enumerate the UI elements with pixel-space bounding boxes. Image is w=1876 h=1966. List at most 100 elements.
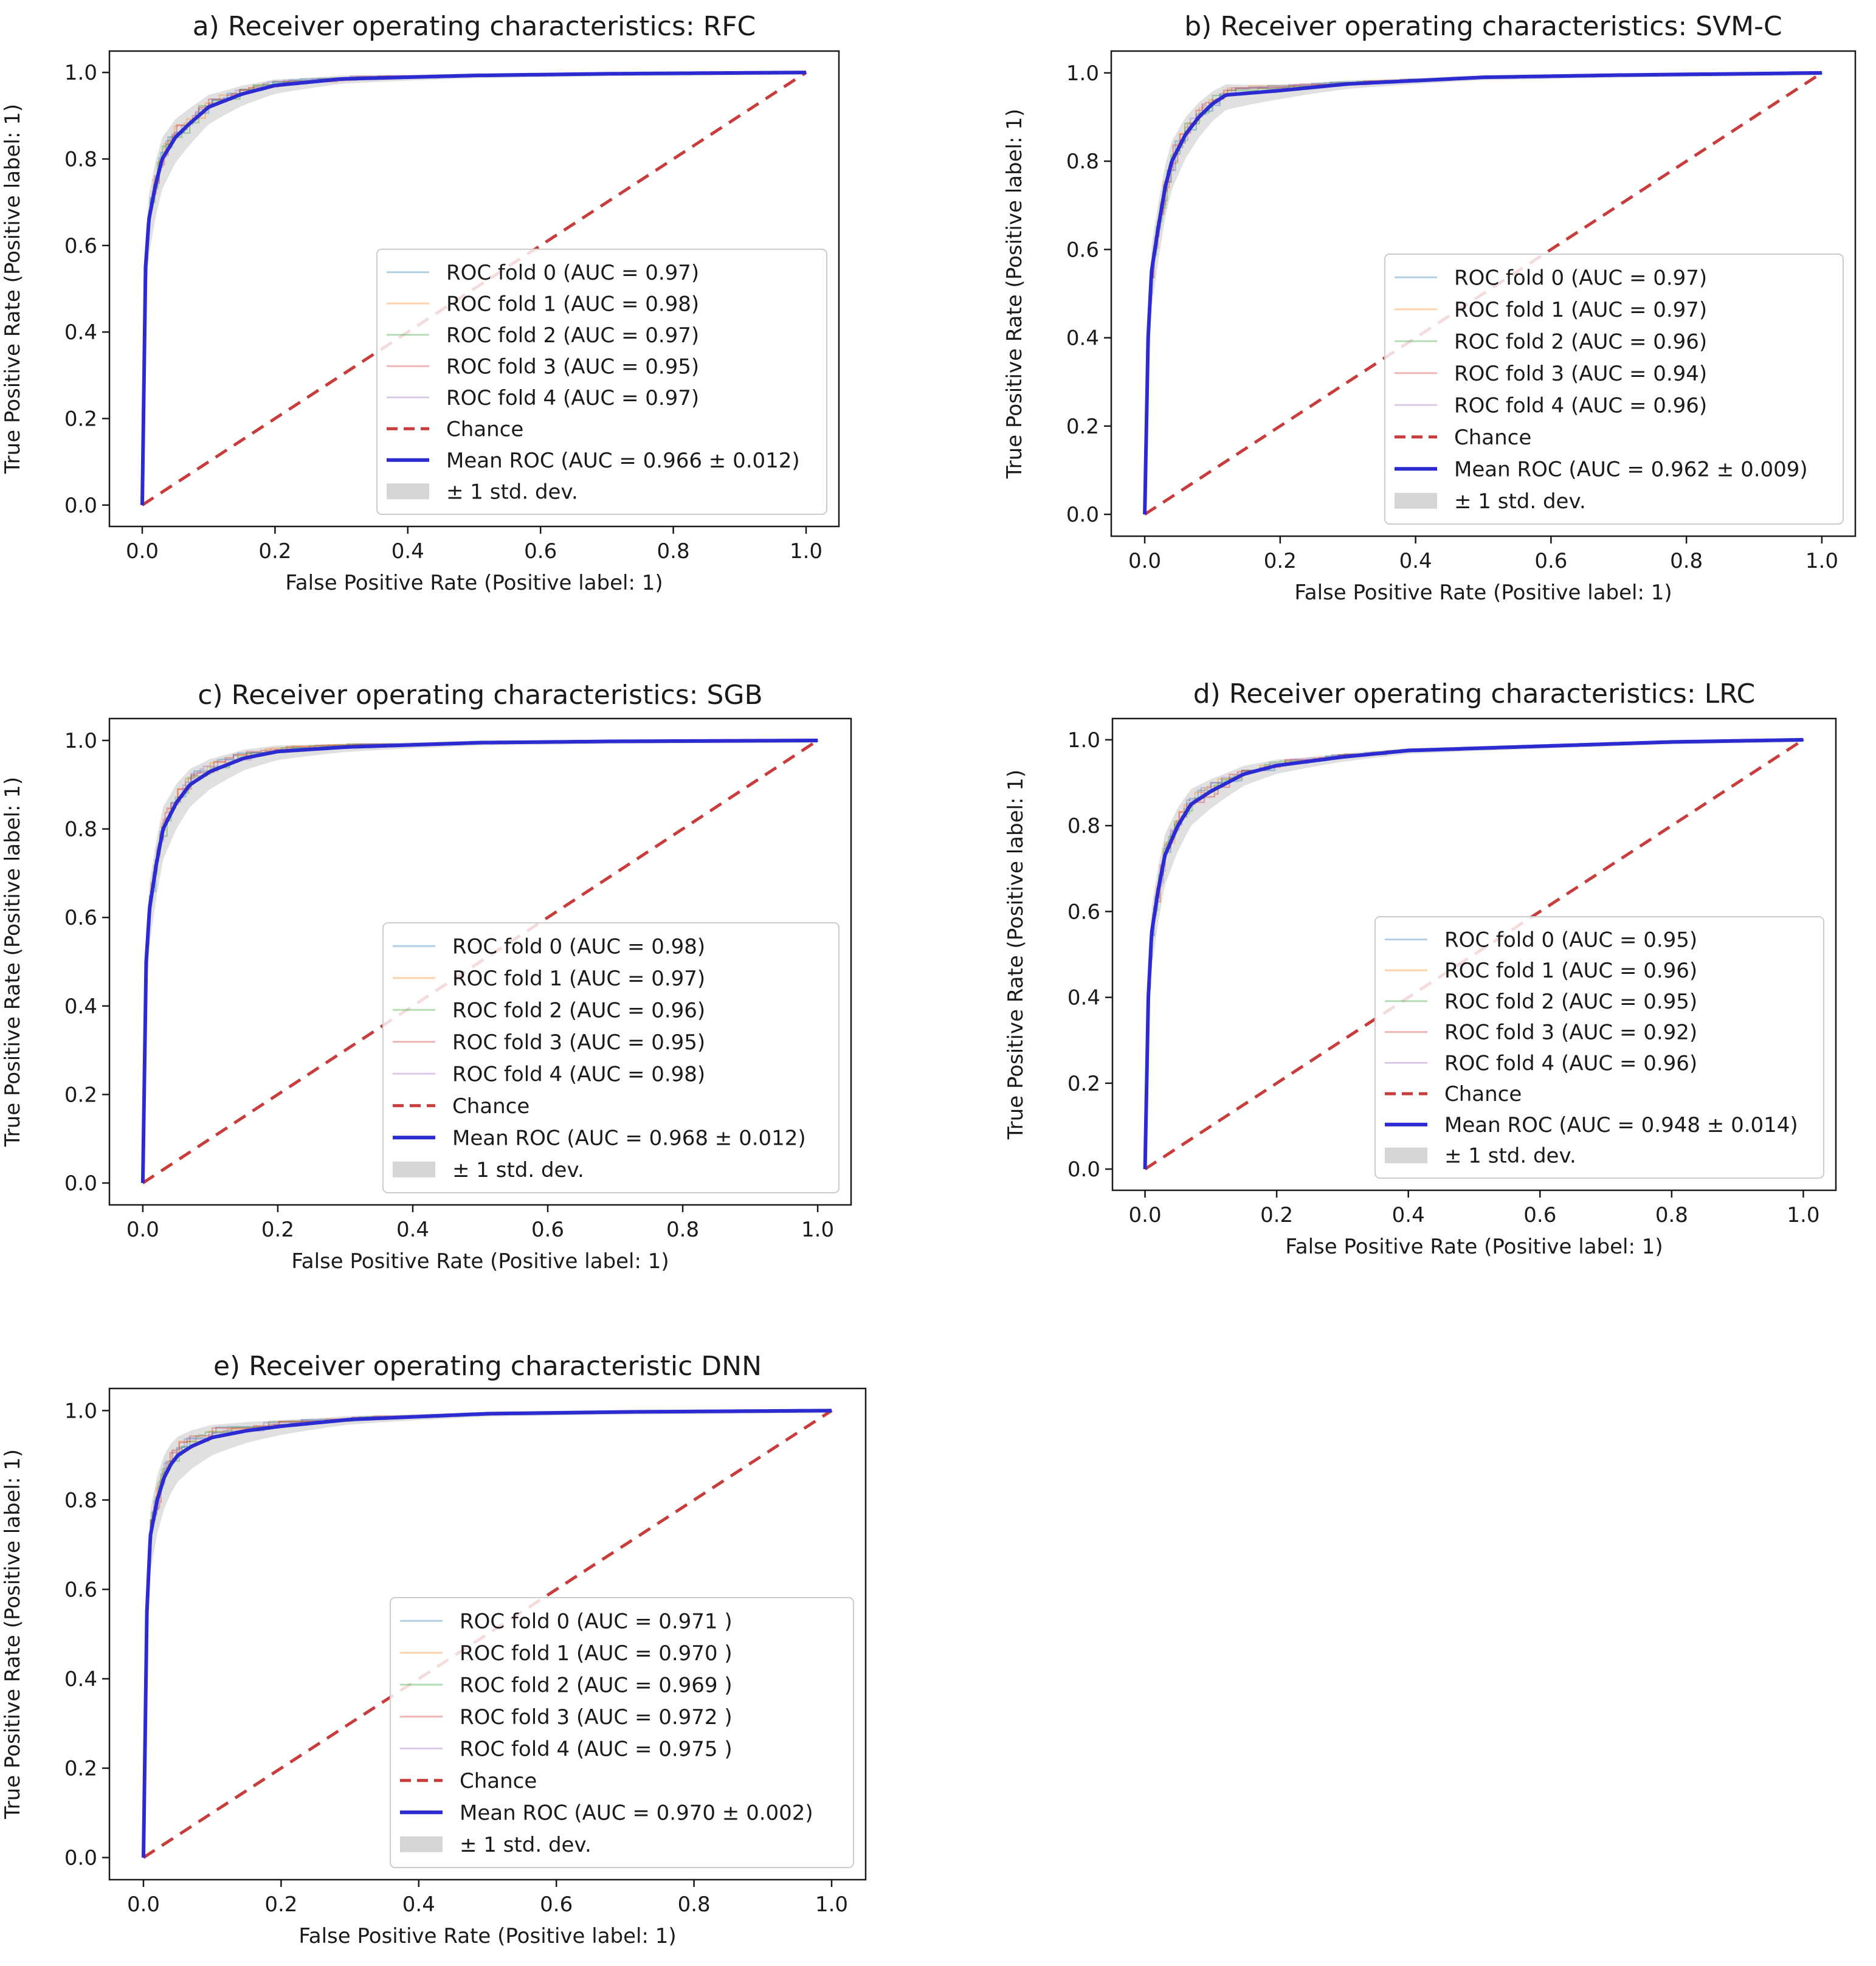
legend-std-label: ± 1 std. dev. [452, 1158, 584, 1182]
y-tick-label: 0.2 [64, 1083, 97, 1107]
legend: ROC fold 0 (AUC = 0.971 ) ROC fold 1 (AUC… [390, 1597, 854, 1868]
y-tick-label: 1.0 [64, 61, 97, 85]
legend: ROC fold 0 (AUC = 0.97) ROC fold 1 (AUC =… [376, 249, 827, 515]
y-tick-label: 0.4 [64, 995, 97, 1019]
legend-fold-4-label: ROC fold 4 (AUC = 0.96) [1444, 1051, 1697, 1075]
legend-std-swatch [400, 1836, 443, 1852]
legend-box [1374, 916, 1824, 1179]
x-tick-label: 0.8 [678, 1892, 711, 1917]
y-tick-label: 0.2 [1066, 415, 1099, 439]
mean-roc-curve [141, 1409, 832, 1858]
x-axis-label: False Positive Rate (Positive label: 1) [285, 571, 663, 595]
legend-std-label: ± 1 std. dev. [1454, 489, 1586, 514]
legend-fold-0-label: ROC fold 0 (AUC = 0.98) [452, 934, 705, 959]
x-tick-label: 0.8 [1655, 1203, 1688, 1227]
legend-std-swatch [393, 1161, 435, 1178]
y-tick-label: 0.8 [1067, 814, 1100, 838]
x-tick-label: 0.0 [1128, 549, 1161, 573]
x-tick-label: 0.2 [1264, 549, 1297, 573]
x-tick-label: 0.4 [391, 539, 424, 564]
legend-box [390, 1597, 854, 1868]
legend-mean-label: Mean ROC (AUC = 0.962 ± 0.009) [1454, 457, 1808, 481]
axes-frame [108, 717, 852, 1206]
x-tick-label: 1.0 [801, 1218, 834, 1242]
y-axis-label: True Positive Rate (Positive label: 1) [1004, 770, 1028, 1140]
y-tick-label: 0.0 [64, 494, 97, 518]
mean-roc-curve [1143, 737, 1804, 1170]
y-axis-label: True Positive Rate (Positive label: 1) [1, 104, 25, 474]
legend-fold-0-label: ROC fold 0 (AUC = 0.95) [1444, 928, 1697, 952]
legend-fold-0-label: ROC fold 0 (AUC = 0.97) [446, 261, 699, 285]
x-tick-label: 1.0 [1805, 549, 1838, 573]
legend-std-swatch [387, 483, 429, 500]
x-tick-label: 1.0 [790, 539, 822, 564]
y-tick-label: 0.6 [1066, 238, 1099, 262]
legend-chance-label: Chance [1454, 426, 1531, 450]
panel-title: d) Receiver operating characteristics: L… [1193, 678, 1756, 709]
axes-frame [108, 50, 840, 528]
legend-fold-3-label: ROC fold 3 (AUC = 0.94) [1454, 362, 1707, 386]
panel-title: c) Receiver operating characteristics: S… [198, 680, 762, 711]
y-tick-label: 0.2 [64, 1757, 97, 1781]
roc-panel-c: c) Receiver operating characteristics: S… [1, 680, 852, 1274]
y-tick-label: 0.6 [64, 1578, 97, 1602]
axes-frame [108, 1387, 867, 1881]
x-axis-label: False Positive Rate (Positive label: 1) [291, 1249, 669, 1274]
x-tick-label: 0.0 [126, 539, 159, 564]
x-tick-label: 0.8 [657, 539, 690, 564]
y-tick-label: 0.0 [64, 1846, 97, 1871]
x-axis-label: False Positive Rate (Positive label: 1) [298, 1924, 676, 1948]
legend-fold-1-label: ROC fold 1 (AUC = 0.97) [452, 967, 705, 991]
legend-mean-label: Mean ROC (AUC = 0.948 ± 0.014) [1444, 1113, 1798, 1137]
y-tick-label: 1.0 [64, 1399, 97, 1423]
y-tick-label: 0.8 [1066, 150, 1099, 174]
x-tick-label: 0.2 [258, 539, 291, 564]
legend-fold-0-label: ROC fold 0 (AUC = 0.971 ) [460, 1609, 733, 1633]
x-tick-label: 0.2 [1260, 1203, 1293, 1227]
y-axis-label: True Positive Rate (Positive label: 1) [1, 777, 25, 1147]
y-tick-label: 0.8 [64, 818, 97, 842]
std-dev-band [1145, 739, 1804, 1170]
x-tick-label: 0.4 [396, 1218, 429, 1242]
x-tick-label: 0.6 [531, 1218, 564, 1242]
x-tick-label: 0.4 [1399, 549, 1432, 573]
x-tick-label: 0.4 [402, 1892, 435, 1917]
x-tick-label: 0.8 [666, 1218, 699, 1242]
x-tick-label: 0.4 [1392, 1203, 1425, 1227]
chance-line [142, 1409, 833, 1859]
legend: ROC fold 0 (AUC = 0.97) ROC fold 1 (AUC =… [1384, 254, 1844, 525]
legend-std-swatch [1385, 1147, 1427, 1164]
x-tick-label: 0.6 [524, 539, 557, 564]
panel-title: e) Receiver operating characteristic DNN [213, 1351, 762, 1382]
legend-chance-label: Chance [1444, 1082, 1522, 1106]
y-tick-label: 0.0 [64, 1171, 97, 1196]
legend-mean-label: Mean ROC (AUC = 0.966 ± 0.012) [446, 449, 800, 473]
y-tick-label: 0.2 [64, 407, 97, 431]
x-tick-label: 0.6 [1523, 1203, 1556, 1227]
panel-title: b) Receiver operating characteristics: S… [1184, 11, 1782, 42]
x-tick-label: 0.2 [264, 1892, 297, 1917]
legend-fold-3-label: ROC fold 3 (AUC = 0.92) [1444, 1021, 1697, 1045]
roc-panel-d: d) Receiver operating characteristics: L… [1004, 678, 1837, 1259]
mean-roc-curve [140, 739, 818, 1184]
x-axis-label: False Positive Rate (Positive label: 1) [1285, 1235, 1663, 1259]
x-tick-label: 0.8 [1670, 549, 1703, 573]
legend-fold-1-label: ROC fold 1 (AUC = 0.96) [1444, 959, 1697, 983]
legend-mean-label: Mean ROC (AUC = 0.970 ± 0.002) [460, 1801, 813, 1825]
legend-fold-3-label: ROC fold 3 (AUC = 0.95) [446, 354, 699, 379]
legend-box [376, 249, 827, 515]
y-tick-label: 1.0 [1066, 61, 1099, 86]
y-tick-label: 0.6 [1067, 900, 1100, 924]
legend-box [382, 922, 840, 1193]
legend-fold-3-label: ROC fold 3 (AUC = 0.95) [452, 1030, 705, 1055]
mean-roc-curve [1143, 71, 1822, 515]
legend-chance-label: Chance [460, 1769, 537, 1793]
panel-title: a) Receiver operating characteristics: R… [193, 11, 756, 42]
x-tick-label: 1.0 [1787, 1203, 1819, 1227]
roc-panel-b: b) Receiver operating characteristics: S… [1002, 11, 1857, 605]
y-tick-label: 0.4 [1066, 326, 1099, 351]
std-dev-band [1145, 72, 1822, 515]
y-tick-label: 0.6 [64, 234, 97, 258]
y-tick-label: 0.6 [64, 906, 97, 930]
